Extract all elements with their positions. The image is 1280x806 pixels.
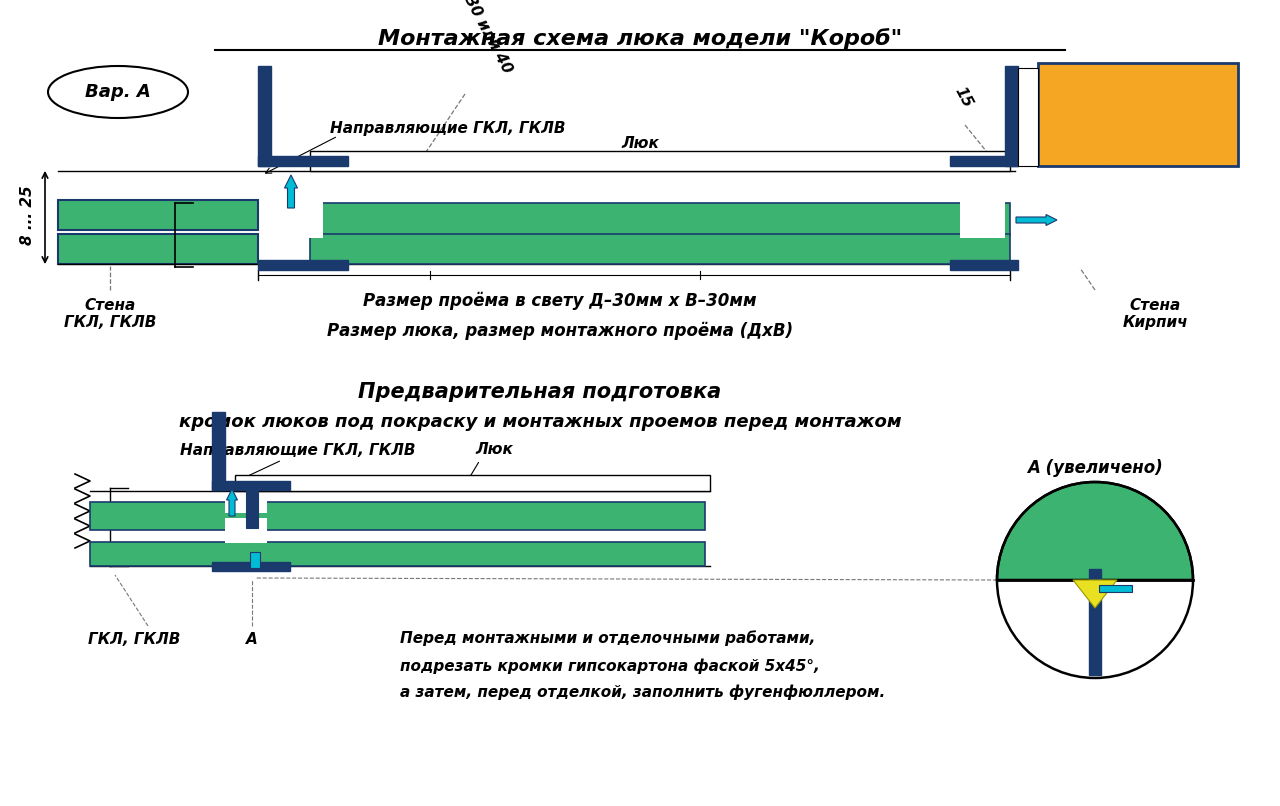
Bar <box>259 66 271 166</box>
Text: Предварительная подготовка: Предварительная подготовка <box>358 382 722 402</box>
Bar <box>950 156 1018 166</box>
Text: Люк: Люк <box>621 135 659 151</box>
Text: 15: 15 <box>952 84 975 110</box>
Text: Вар. Б: Вар. Б <box>1130 83 1196 101</box>
Bar <box>212 481 291 490</box>
Bar <box>212 562 291 571</box>
Bar <box>236 475 710 491</box>
Bar <box>310 151 1010 171</box>
Text: а затем, перед отделкой, заполнить фугенфюллером.: а затем, перед отделкой, заполнить фуген… <box>399 685 886 700</box>
Bar <box>225 493 268 513</box>
Text: Направляющие ГКЛ, ГКЛВ: Направляющие ГКЛ, ГКЛВ <box>330 121 566 135</box>
Bar <box>259 156 348 166</box>
Bar <box>58 200 259 230</box>
Text: Размер люка, размер монтажного проёма (ДхВ): Размер люка, размер монтажного проёма (Д… <box>326 322 794 340</box>
Text: Направляющие ГКЛ, ГКЛВ: Направляющие ГКЛ, ГКЛВ <box>180 442 416 458</box>
Text: Перед монтажными и отделочными работами,: Перед монтажными и отделочными работами, <box>399 630 815 646</box>
Text: кромок люков под покраску и монтажных проемов перед монтажом: кромок люков под покраску и монтажных пр… <box>179 413 901 431</box>
Polygon shape <box>1073 580 1117 608</box>
Bar <box>1005 66 1018 166</box>
Text: Вар. А: Вар. А <box>86 83 151 101</box>
Bar <box>271 210 323 238</box>
FancyArrow shape <box>227 489 238 516</box>
Text: Монтажная схема люка модели "Короб": Монтажная схема люка модели "Короб" <box>378 28 902 49</box>
Bar <box>960 188 1005 210</box>
Text: ГКЛ, ГКЛВ: ГКЛ, ГКЛВ <box>88 632 180 647</box>
Bar <box>1018 68 1038 166</box>
Bar <box>90 502 705 530</box>
Bar <box>1089 569 1101 675</box>
Bar <box>212 412 225 490</box>
Wedge shape <box>997 482 1193 580</box>
Text: Размер проёма в свету Д–30мм х В–30мм: Размер проёма в свету Д–30мм х В–30мм <box>364 292 756 310</box>
Bar <box>950 260 1018 270</box>
Bar <box>1100 585 1132 592</box>
Text: А: А <box>246 632 257 647</box>
Text: 30 или 40: 30 или 40 <box>461 0 515 76</box>
Bar <box>259 260 348 270</box>
Bar <box>1038 63 1238 166</box>
Bar <box>250 552 260 568</box>
Bar <box>225 518 268 543</box>
Bar <box>310 234 1010 264</box>
Bar <box>259 170 1009 171</box>
Bar <box>58 234 259 264</box>
Text: А (увеличено): А (увеличено) <box>1027 459 1162 477</box>
Text: Стена
ГКЛ, ГКЛВ: Стена ГКЛ, ГКЛВ <box>64 298 156 330</box>
Text: 8 ... 25: 8 ... 25 <box>20 185 36 245</box>
Bar <box>310 203 1010 235</box>
Text: Стена
Кирпич: Стена Кирпич <box>1123 298 1188 330</box>
Bar <box>246 490 259 528</box>
FancyArrow shape <box>1016 214 1057 226</box>
FancyArrow shape <box>284 175 297 208</box>
Text: Люк: Люк <box>475 442 513 458</box>
Bar <box>271 188 323 210</box>
Text: подрезать кромки гипсокартона фаской 5х45°,: подрезать кромки гипсокартона фаской 5х4… <box>399 658 819 674</box>
Bar <box>90 542 705 566</box>
Bar <box>960 210 1005 238</box>
